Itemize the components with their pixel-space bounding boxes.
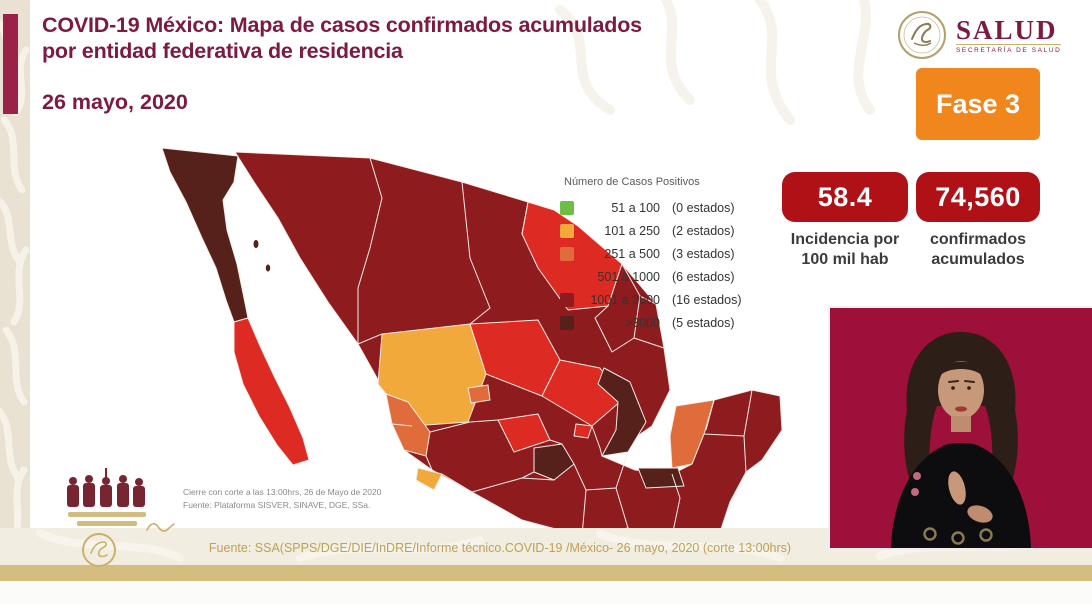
legend-count: (0 estados) <box>672 200 735 215</box>
top-pattern-decoration <box>555 0 875 125</box>
phase-badge: Fase 3 <box>916 68 1040 140</box>
salud-logo: SALUD SECRETARÍA DE SALUD <box>896 6 1086 64</box>
cutoff-note: Cierre con corte a las 13:00hrs, 26 de M… <box>183 487 382 497</box>
legend-row: 251 a 500 (3 estados) <box>560 242 775 265</box>
platform-source-note: Fuente: Plataforma SISVER, SINAVE, DGE, … <box>183 500 371 510</box>
legend-range: 501 a 1000 <box>597 269 660 284</box>
legend-range: >3000 <box>624 315 660 330</box>
map-state-aguascalientes <box>467 384 491 404</box>
legend-count: (2 estados) <box>672 223 735 238</box>
title-line-2: por entidad federativa de residencia <box>42 39 403 63</box>
legend-row: >3000 (5 estados) <box>560 311 775 334</box>
legend-row: 501 a 1000 (6 estados) <box>560 265 775 288</box>
title-accent-bar <box>3 14 18 114</box>
legend-swatch-darkred <box>560 292 574 307</box>
legend-count: (3 estados) <box>672 246 735 261</box>
legend-swatch-orange <box>560 246 574 261</box>
map-state-bcs <box>233 317 310 466</box>
report-date: 26 mayo, 2020 <box>42 90 188 114</box>
incidence-badge: 58.4 <box>782 172 908 222</box>
eagle-seal-icon <box>898 11 946 59</box>
legend-count: (16 estados) <box>672 292 742 307</box>
gold-divider-strip <box>0 565 1092 581</box>
sign-language-interpreter-video <box>828 306 1092 550</box>
incidence-label-line2: 100 mil hab <box>801 251 889 268</box>
heroes-commemorative-logo <box>67 468 146 526</box>
legend-range: 251 a 500 <box>604 246 660 261</box>
legend-count: (6 estados) <box>672 269 735 284</box>
map-state-baja-california <box>161 147 249 323</box>
wave-decoration <box>146 522 175 532</box>
confirmed-label: confirmados acumulados <box>908 230 1048 270</box>
interpreter-figure <box>830 308 1092 548</box>
page-title: COVID-19 México: Mapa de casos confirmad… <box>42 12 862 64</box>
legend-swatch-darkest <box>560 315 574 330</box>
legend-swatch-red <box>560 269 574 284</box>
legend-swatch-green <box>560 200 574 215</box>
map-legend: Número de Casos Positivos 51 a 100 (0 es… <box>560 176 775 334</box>
source-bar: Fuente: SSA(SPPS/DGE/DIE/InDRE/Informe t… <box>208 541 792 555</box>
brand-wordmark: SALUD <box>956 14 1058 45</box>
confirmed-label-line2: acumulados <box>931 251 1025 268</box>
legend-swatch-yellow <box>560 223 574 238</box>
confirmed-badge: 74,560 <box>916 172 1040 222</box>
legend-title: Número de Casos Positivos <box>564 176 700 188</box>
legend-row: 51 a 100 (0 estados) <box>560 196 775 219</box>
legend-row: 101 a 250 (2 estados) <box>560 219 775 242</box>
mexico-choropleth-map <box>161 147 783 547</box>
confirmed-label-line1: confirmados <box>929 231 1026 248</box>
legend-range: 1001 a 3000 <box>590 292 660 307</box>
map-island <box>253 240 259 248</box>
bottom-margin <box>0 581 1092 604</box>
government-seal-icon <box>82 533 116 567</box>
brand-tagline: SECRETARÍA DE SALUD <box>956 43 1062 54</box>
legend-count: (5 estados) <box>672 315 735 330</box>
map-state-colima <box>415 467 443 491</box>
incidence-label: Incidencia por 100 mil hab <box>772 230 918 270</box>
legend-range: 101 a 250 <box>604 223 660 238</box>
map-island-cozumel <box>767 418 773 426</box>
map-state-edomex-cdmx <box>533 443 575 481</box>
map-footnotes: Cierre con corte a las 13:00hrs, 26 de M… <box>183 486 381 512</box>
map-state-borders <box>357 157 383 344</box>
map-island <box>265 264 271 272</box>
map-state-tabasco <box>637 467 685 489</box>
incidence-label-line1: Incidencia por <box>790 231 900 248</box>
legend-range: 51 a 100 <box>611 200 660 215</box>
legend-row: 1001 a 3000 (16 estados) <box>560 288 775 311</box>
title-line-1: COVID-19 México: Mapa de casos confirmad… <box>42 13 642 37</box>
map-state-tlaxcala <box>573 423 593 439</box>
